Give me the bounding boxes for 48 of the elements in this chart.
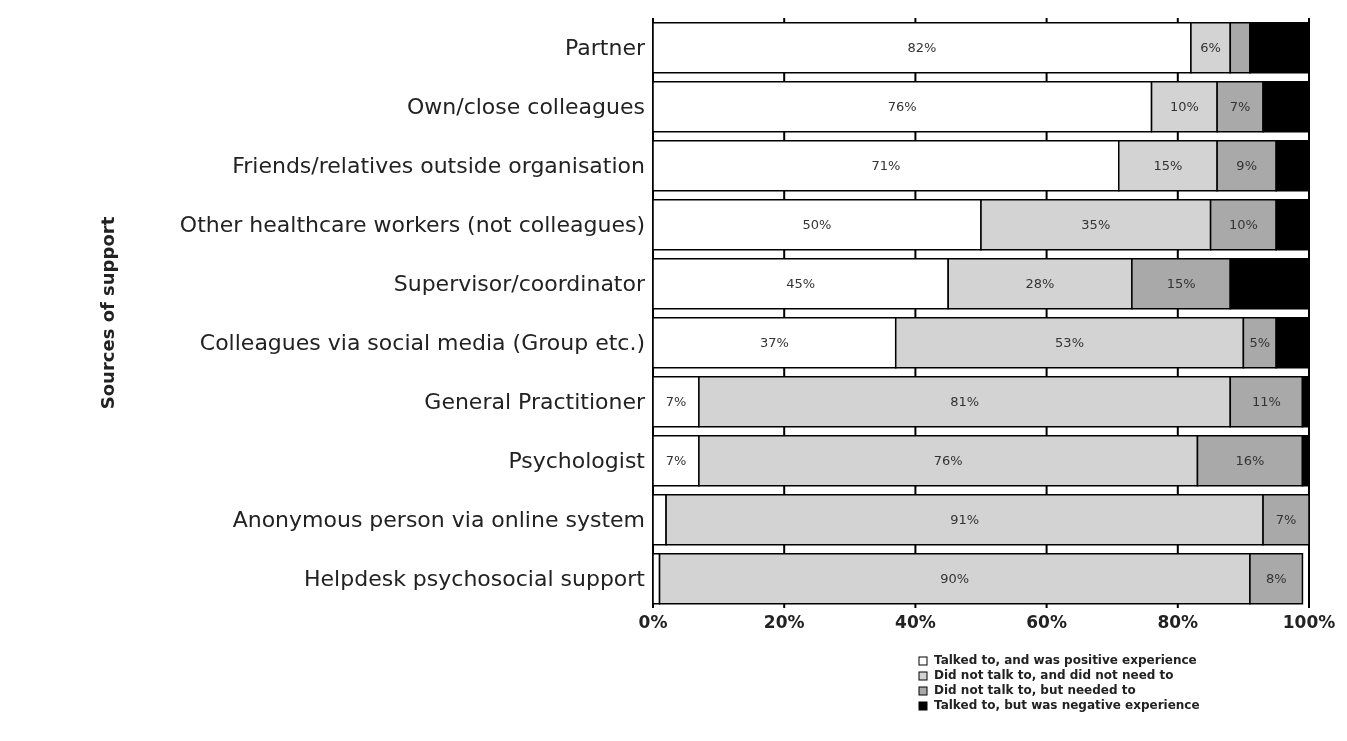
data-label: 15% xyxy=(1166,276,1196,292)
data-label: 8% xyxy=(1265,571,1287,587)
data-label: 16% xyxy=(1235,453,1265,469)
x-tick-label: 40% xyxy=(895,612,936,633)
x-tick-label: 80% xyxy=(1157,612,1199,633)
data-label: 7% xyxy=(665,394,687,410)
data-label: 10% xyxy=(1169,99,1199,115)
x-tick-label: 100% xyxy=(1282,612,1336,633)
x-tick-label: 20% xyxy=(763,612,805,633)
data-label: 11% xyxy=(1251,394,1281,410)
data-label: 37% xyxy=(759,335,789,351)
data-label: 91% xyxy=(950,512,980,528)
data-label: 5% xyxy=(1249,335,1271,351)
data-label: 50% xyxy=(802,217,832,233)
y-tick-label: Own/close colleagues xyxy=(406,94,645,120)
data-label: 7% xyxy=(1229,99,1251,115)
legend-label: Talked to, but was negative experience xyxy=(934,698,1200,713)
y-tick-label: Partner xyxy=(565,35,646,61)
data-label: 9% xyxy=(1236,158,1257,174)
data-label: 76% xyxy=(933,453,963,469)
legend-label: Did not talk to, and did not need to xyxy=(934,668,1174,683)
data-label: 45% xyxy=(786,276,816,292)
data-label: 82% xyxy=(907,40,937,56)
data-label: 90% xyxy=(940,571,970,587)
data-label: 35% xyxy=(1081,217,1111,233)
y-tick-label: Anonymous person via online system xyxy=(232,507,645,533)
data-label: 7% xyxy=(665,453,687,469)
x-tick-label: 60% xyxy=(1026,612,1067,633)
y-tick-label: General Practitioner xyxy=(424,389,646,415)
y-axis-title: Sources of support xyxy=(97,216,119,410)
legend-label: Talked to, and was positive experience xyxy=(934,653,1197,668)
y-tick-label: Colleagues via social media (Group etc.) xyxy=(199,330,645,356)
legend-label: Did not talk to, but needed to xyxy=(934,683,1136,698)
x-tick-label: 0% xyxy=(638,612,668,633)
data-label: 15% xyxy=(1153,158,1183,174)
data-label: 10% xyxy=(1228,217,1258,233)
data-label: 76% xyxy=(887,99,917,115)
y-tick-label: Helpdesk psychosocial support xyxy=(304,566,646,592)
data-label: 53% xyxy=(1055,335,1085,351)
data-label: 81% xyxy=(950,394,980,410)
y-tick-label: Friends/relatives outside organisation xyxy=(232,153,645,179)
y-tick-label: Psychologist xyxy=(508,448,646,474)
y-tick-label: Other healthcare workers (not colleagues) xyxy=(179,212,645,238)
data-label: 28% xyxy=(1025,276,1055,292)
data-label: 6% xyxy=(1200,40,1221,56)
data-label: 71% xyxy=(871,158,901,174)
y-tick-label: Supervisor/coordinator xyxy=(393,271,646,297)
data-label: 7% xyxy=(1275,512,1297,528)
